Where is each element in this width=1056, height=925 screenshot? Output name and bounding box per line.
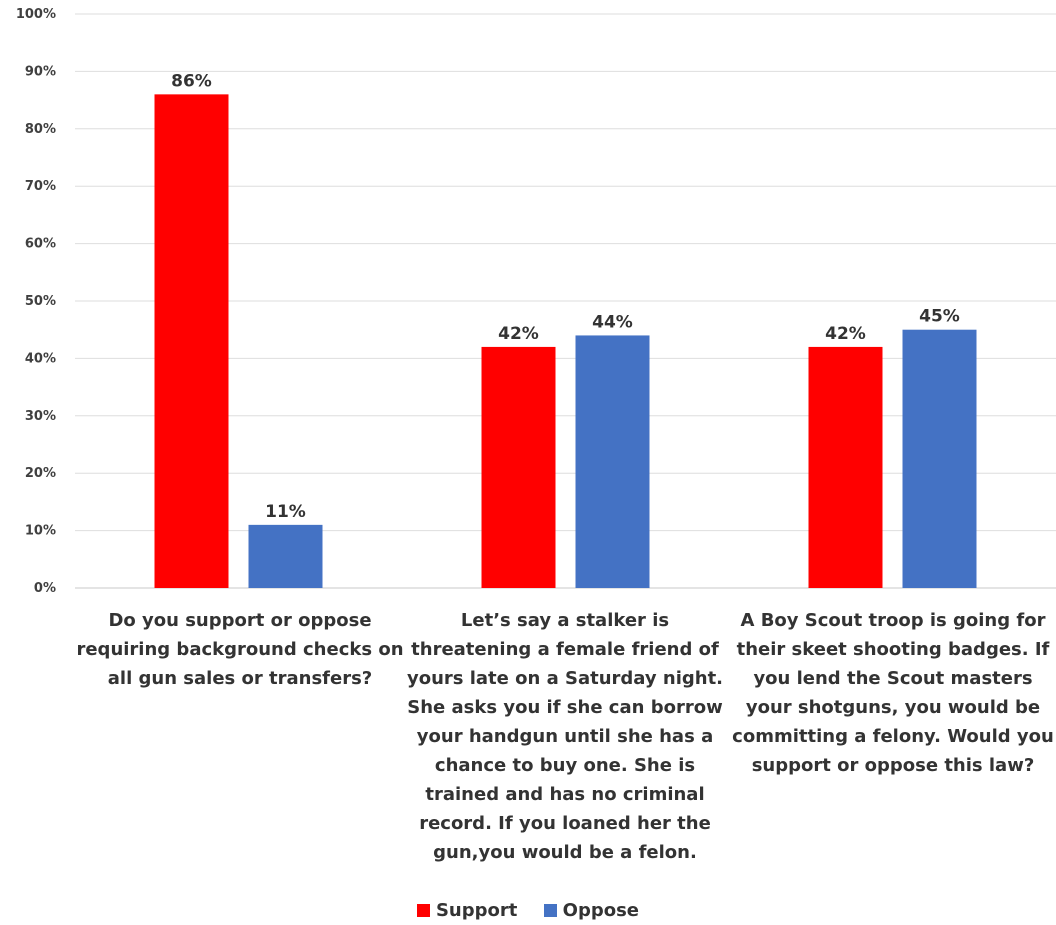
data-label-oppose-3: 45%: [919, 307, 960, 327]
legend-label-oppose: Oppose: [562, 900, 640, 921]
y-tick-label: 50%: [25, 294, 56, 309]
legend: Support Oppose: [0, 900, 1056, 922]
category-label-stalker-handgun: Let’s say a stalker is threatening a fem…: [406, 610, 724, 863]
legend-label-support: Support: [435, 900, 518, 921]
data-label-oppose-1: 11%: [265, 502, 306, 522]
y-tick-label: 40%: [25, 351, 56, 366]
legend-item-support: Support: [416, 900, 518, 921]
data-labels: 86% 11% 42% 44% 42% 45%: [171, 71, 960, 522]
category-label-boy-scout-shotguns: A Boy Scout troop is going for their ske…: [732, 610, 1054, 776]
bars: [154, 94, 977, 589]
bar-oppose-1: [248, 524, 323, 588]
legend-item-oppose: Oppose: [543, 900, 640, 921]
bar-support-2: [481, 346, 556, 588]
y-axis: 0% 10% 20% 30% 40% 50% 60% 70% 80% 90% 100%: [16, 7, 56, 596]
bar-oppose-2: [575, 335, 650, 588]
legend-swatch-support: [416, 904, 430, 917]
y-tick-label: 10%: [25, 524, 56, 539]
y-tick-label: 80%: [25, 122, 56, 137]
bar-support-1: [154, 94, 229, 589]
gridlines: [75, 13, 1056, 589]
data-label-oppose-2: 44%: [592, 312, 633, 332]
y-tick-label: 100%: [16, 7, 56, 22]
data-label-support-1: 86%: [171, 71, 212, 91]
y-tick-label: 90%: [25, 64, 56, 79]
y-tick-label: 70%: [25, 179, 56, 194]
category-label-background-checks: Do you support or oppose requiring backg…: [76, 610, 404, 689]
y-tick-label: 60%: [25, 237, 56, 252]
y-tick-label: 20%: [25, 466, 56, 481]
y-tick-label: 0%: [34, 581, 56, 596]
bar-oppose-3: [902, 329, 977, 588]
bar-chart: 0% 10% 20% 30% 40% 50% 60% 70% 80% 90% 100% 86% 11%…: [16, 7, 1056, 596]
bar-support-3: [808, 346, 883, 588]
legend-swatch-oppose: [543, 904, 557, 917]
y-tick-label: 30%: [25, 409, 56, 424]
data-label-support-3: 42%: [825, 324, 866, 344]
data-label-support-2: 42%: [498, 324, 539, 344]
